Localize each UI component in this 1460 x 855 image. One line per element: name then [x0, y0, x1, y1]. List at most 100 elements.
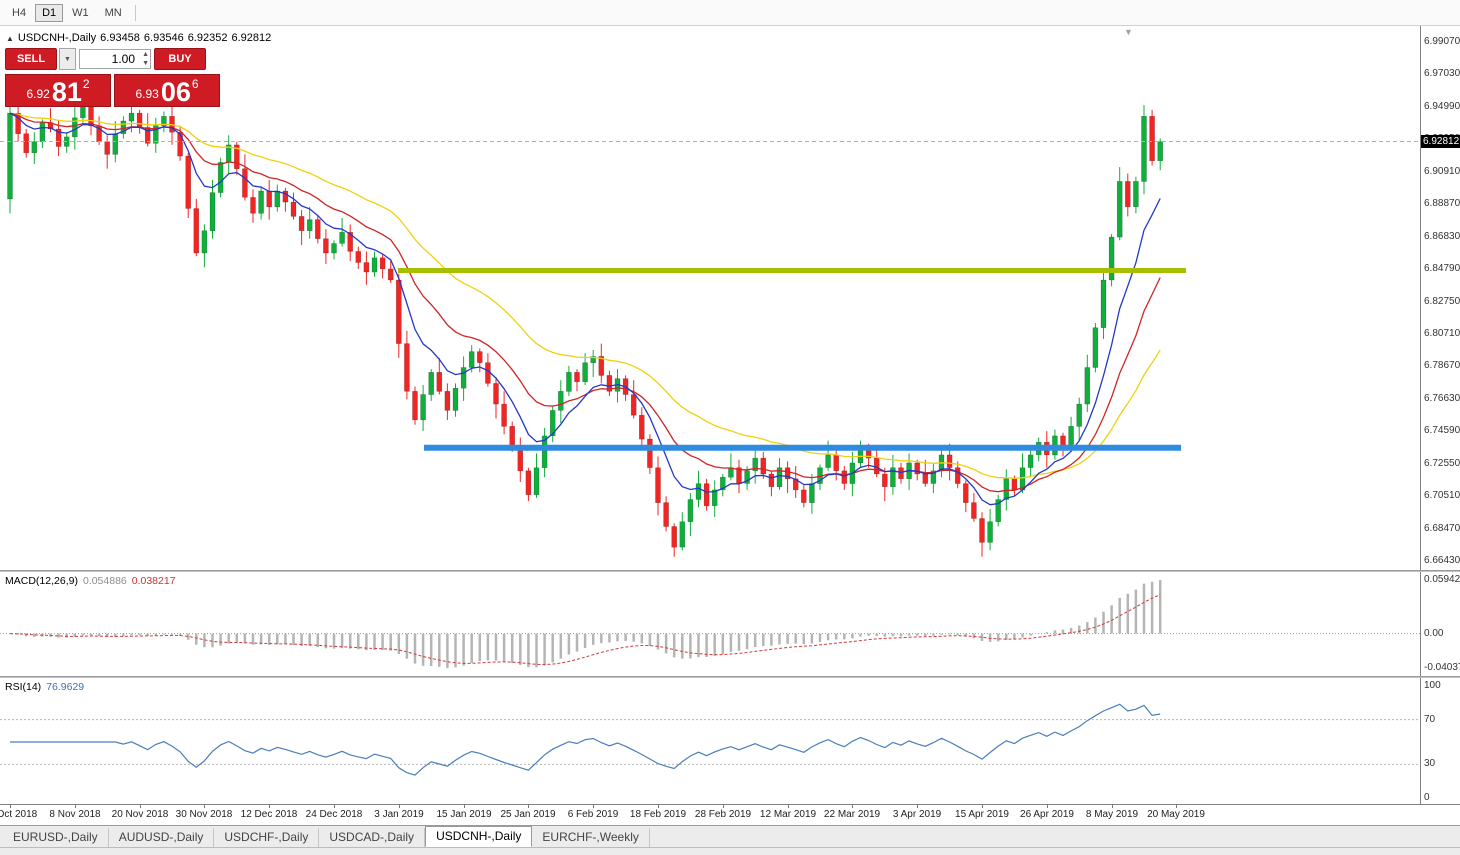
candle-body — [695, 483, 702, 500]
sell-price-big: 81 — [51, 77, 82, 107]
rsi-panel: RSI(14) 76.9629 100 70 30 0 — [0, 678, 1460, 804]
rsi-axis-label: 70 — [1424, 714, 1436, 725]
rsi-axis-label: 100 — [1424, 680, 1441, 691]
candle-body — [890, 467, 896, 488]
candle-body — [752, 457, 758, 472]
date-axis-label: 12 Dec 2018 — [240, 809, 298, 820]
date-axis-label: 24 Dec 2018 — [305, 809, 363, 820]
timeframe-d1[interactable]: D1 — [35, 3, 64, 22]
candle-body — [72, 117, 78, 138]
candle-body — [639, 414, 645, 440]
ema-17-line — [9, 112, 1161, 493]
date-axis-label: 29 Oct 2018 — [0, 809, 38, 820]
date-tick — [723, 805, 724, 808]
candle-body — [995, 499, 1001, 523]
volume-up-icon[interactable]: ▲ — [142, 51, 149, 58]
date-tick — [204, 805, 205, 808]
sell-price-tile[interactable]: 6.92 81 2 — [5, 74, 111, 107]
date-axis-label: 8 May 2019 — [1085, 809, 1139, 820]
candle-body — [468, 351, 475, 368]
panel-splitter[interactable] — [0, 676, 1460, 678]
rsi-line — [10, 703, 1161, 776]
candle-body — [136, 112, 143, 128]
sell-price-prefix: 6.92 — [26, 87, 50, 101]
candle-body — [671, 526, 677, 548]
candle-body — [185, 155, 191, 209]
chevron-down-icon: ▼ — [64, 55, 71, 63]
price-axis-label: 6.88870 — [1424, 198, 1460, 209]
rsi-canvas[interactable] — [0, 678, 1420, 804]
date-axis[interactable]: 29 Oct 2018 8 Nov 2018 20 Nov 2018 30 Nov 2… — [0, 804, 1460, 825]
volume-input[interactable] — [79, 49, 151, 69]
current-price-tag: 6.92812 — [1421, 135, 1460, 148]
sell-button[interactable]: SELL — [5, 48, 57, 70]
price-axis-label: 6.86830 — [1424, 231, 1460, 242]
tab-eurchf[interactable]: EURCHF-,Weekly — [532, 828, 650, 847]
candle-body — [444, 391, 451, 411]
rsi-axis: 100 70 30 0 — [1420, 678, 1460, 804]
candle-body — [153, 125, 159, 144]
candle-body — [525, 470, 532, 495]
chart-tab-bar: EURUSD-,Daily AUDUSD-,Daily USDCHF-,Daily U… — [0, 825, 1460, 847]
date-axis-label: 6 Feb 2019 — [567, 809, 619, 820]
date-tick — [1112, 805, 1113, 808]
price-chart-canvas[interactable] — [0, 26, 1420, 570]
candle-body — [558, 391, 564, 411]
macd-axis-label: 0.059422 — [1424, 574, 1460, 585]
candle-body — [1125, 181, 1131, 208]
candle-body — [1003, 478, 1010, 500]
candle-body — [144, 127, 151, 144]
tab-usdcnh[interactable]: USDCNH-,Daily — [425, 826, 533, 847]
candle-body — [566, 372, 572, 392]
candle-body — [946, 454, 953, 468]
candle-body — [80, 106, 86, 119]
date-axis-label: 30 Nov 2018 — [175, 809, 233, 820]
timeframe-w1[interactable]: W1 — [65, 4, 96, 22]
volume-dropdown-button[interactable]: ▼ — [59, 48, 76, 70]
candle-body — [347, 232, 353, 252]
macd-label: MACD(12,26,9) 0.054886 0.038217 — [5, 575, 181, 587]
candle-body — [128, 112, 135, 122]
buy-price-tile[interactable]: 6.93 06 6 — [114, 74, 220, 107]
macd-axis-label: -0.040371 — [1424, 662, 1460, 673]
panel-splitter[interactable] — [0, 570, 1460, 572]
date-axis-label: 3 Jan 2019 — [374, 809, 424, 820]
candle-body — [687, 499, 694, 523]
candle-body — [39, 122, 46, 142]
price-axis-label: 6.68470 — [1424, 523, 1460, 534]
date-axis-label: 28 Feb 2019 — [694, 809, 752, 820]
candle-body — [161, 116, 167, 127]
price-axis-label: 6.72550 — [1424, 458, 1460, 469]
candle-body — [331, 243, 337, 254]
candle-body — [914, 462, 920, 475]
rsi-label: RSI(14) 76.9629 — [5, 681, 89, 693]
volume-down-icon[interactable]: ▼ — [142, 60, 149, 67]
date-axis-label: 22 Mar 2019 — [823, 809, 881, 820]
date-tick — [1047, 805, 1048, 808]
candle-body — [339, 232, 345, 244]
chart-shift-marker-icon: ▼ — [1124, 27, 1133, 37]
candle-body — [379, 257, 386, 270]
date-axis-label: 8 Nov 2018 — [49, 809, 101, 820]
date-axis-label: 26 Apr 2019 — [1020, 809, 1074, 820]
tab-audusd[interactable]: AUDUSD-,Daily — [109, 828, 215, 847]
candle-body — [760, 457, 767, 475]
price-axis[interactable]: 6.990706.970306.949906.929506.909106.888… — [1420, 26, 1460, 570]
tab-usdchf[interactable]: USDCHF-,Daily — [214, 828, 320, 847]
macd-title: MACD(12,26,9) — [5, 575, 78, 587]
candle-body — [428, 372, 434, 395]
candle-body — [404, 343, 410, 392]
ema-34-line — [9, 112, 1161, 480]
tab-eurusd[interactable]: EURUSD-,Daily — [3, 828, 109, 847]
candle-body — [177, 131, 183, 157]
buy-button[interactable]: BUY — [154, 48, 206, 70]
candle-body — [744, 470, 750, 484]
timeframe-h4[interactable]: H4 — [5, 4, 33, 22]
timeframe-mn[interactable]: MN — [98, 4, 129, 22]
candle-body — [1027, 454, 1034, 468]
macd-canvas[interactable] — [0, 572, 1420, 676]
tab-usdcad[interactable]: USDCAD-,Daily — [319, 828, 426, 847]
candle-body — [728, 467, 734, 478]
date-axis-label: 12 Mar 2019 — [759, 809, 817, 820]
candle-body — [282, 190, 289, 203]
